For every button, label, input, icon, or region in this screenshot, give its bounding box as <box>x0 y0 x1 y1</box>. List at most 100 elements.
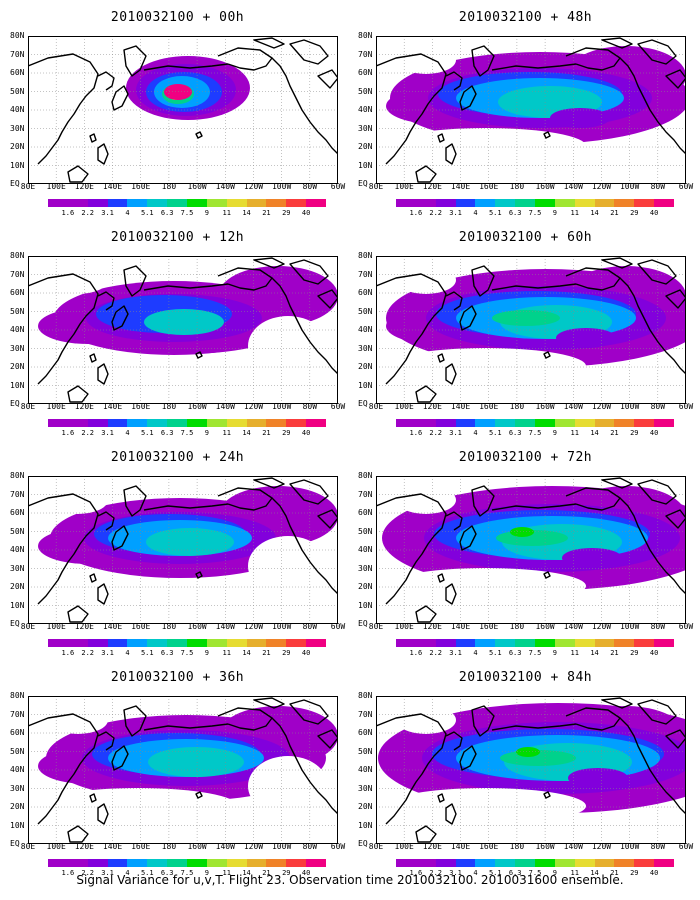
coastline <box>123 705 147 737</box>
colorbar-swatch <box>306 639 327 647</box>
colorbar-swatch <box>167 639 188 647</box>
map-panel: 2010032100 + 84h 80N 70N 60N 50N 40N 30N 20N 10N… <box>358 660 693 877</box>
colorbar-swatch <box>206 419 227 427</box>
lon-tick-label: 100W <box>619 622 640 631</box>
map-frame <box>376 256 686 404</box>
low-variance-area <box>386 128 586 164</box>
lat-tick-label: 30N <box>10 563 25 573</box>
lat-tick-label: 40N <box>10 545 25 554</box>
colorbar-swatch <box>574 199 595 207</box>
lon-tick-label: 120W <box>591 842 612 851</box>
coastline <box>376 273 447 385</box>
coastline <box>565 267 621 291</box>
coastline <box>415 825 437 843</box>
colorbar-label: 14 <box>242 649 251 657</box>
colorbar-label: 14 <box>590 869 599 877</box>
lon-tick-label: 180 <box>161 402 177 411</box>
lat-tick-label: EQ <box>10 619 20 628</box>
colorbar-label: 1.6 <box>409 429 423 437</box>
map-frame <box>28 256 338 404</box>
colorbar-swatch <box>147 859 168 867</box>
colorbar-swatch <box>574 419 595 427</box>
coastline <box>665 289 686 309</box>
coastline <box>289 39 329 65</box>
colorbar-swatch <box>634 859 655 867</box>
lon-tick-label: 160E <box>131 622 151 631</box>
colorbar-swatch <box>147 419 168 427</box>
colorbar <box>48 419 327 427</box>
coastline <box>28 713 99 825</box>
colorbar-swatch <box>634 639 655 647</box>
coastline <box>665 729 686 749</box>
colorbar-label: 4 <box>473 209 478 217</box>
colorbar-label: 7.5 <box>180 649 194 657</box>
lon-tick-label: 80W <box>302 622 318 631</box>
variance-map <box>28 696 338 844</box>
colorbar-label: 29 <box>282 209 291 217</box>
colorbar-swatch <box>535 419 555 427</box>
colorbar-swatch <box>614 419 635 427</box>
lon-tick-label: 80E <box>20 622 36 631</box>
lat-tick-label: 20N <box>358 802 373 811</box>
colorbar-swatch <box>147 639 168 647</box>
coastline <box>111 525 129 551</box>
colorbar-label: 14 <box>242 869 251 877</box>
colorbar-label: 9 <box>204 649 209 657</box>
lat-tick-label: 10N <box>358 600 373 610</box>
coastline <box>601 257 633 269</box>
colorbar-swatch <box>614 639 635 647</box>
lat-tick-label: 40N <box>358 765 373 774</box>
coastline <box>67 385 89 403</box>
colorbar-label: 14 <box>590 209 599 217</box>
lat-tick-label: EQ <box>358 839 368 848</box>
lat-tick-label: 20N <box>358 142 373 151</box>
variance-contour <box>568 768 628 788</box>
lat-tick-label: 40N <box>358 105 373 114</box>
coastline <box>459 85 477 111</box>
map-frame <box>28 476 338 624</box>
coastline <box>195 351 203 359</box>
colorbar-label: 29 <box>282 429 291 437</box>
lat-tick-label: 50N <box>10 746 25 756</box>
colorbar-swatch <box>614 859 635 867</box>
colorbar-swatch <box>435 199 456 207</box>
colorbar-swatch <box>286 639 307 647</box>
variance-map <box>376 256 686 404</box>
lon-tick-label: 80E <box>368 622 384 631</box>
coastline <box>437 793 445 803</box>
lat-tick-label: 30N <box>358 343 373 353</box>
lon-tick-label: 100W <box>619 182 640 191</box>
colorbar-label: 6.3 <box>160 869 174 877</box>
colorbar-swatch <box>306 199 327 207</box>
coastline <box>471 45 495 77</box>
colorbar-label: 21 <box>610 429 619 437</box>
colorbar-swatch <box>554 859 575 867</box>
colorbar-label: 7.5 <box>528 429 542 437</box>
colorbar-swatch <box>266 419 287 427</box>
coastline <box>97 363 109 385</box>
coastline <box>637 39 677 65</box>
colorbar-swatch <box>396 419 416 427</box>
lon-tick-label: 160E <box>131 402 151 411</box>
colorbar-label: 9 <box>552 209 557 217</box>
colorbar-swatch <box>515 859 536 867</box>
variance-contour <box>492 310 560 326</box>
colorbar-swatch <box>226 199 247 207</box>
lon-tick-label: 80W <box>302 842 318 851</box>
lon-tick-label: 120W <box>591 622 612 631</box>
colorbar-swatch <box>554 419 575 427</box>
colorbar-swatch <box>435 419 456 427</box>
lon-tick-label: 120W <box>591 402 612 411</box>
lon-tick-label: 60W <box>330 402 346 411</box>
colorbar-swatch <box>535 859 555 867</box>
colorbar-swatch <box>107 419 128 427</box>
coastline <box>376 493 447 605</box>
colorbar-label: 1.6 <box>61 429 75 437</box>
lon-tick-label: 180 <box>509 402 525 411</box>
lon-tick-label: 80E <box>20 182 36 191</box>
coastline <box>89 353 97 363</box>
lat-tick-label: 80N <box>10 251 25 260</box>
coastline <box>491 283 577 291</box>
panel-title: 2010032100 + 72h <box>458 450 593 465</box>
colorbar-label: 11 <box>570 869 579 877</box>
